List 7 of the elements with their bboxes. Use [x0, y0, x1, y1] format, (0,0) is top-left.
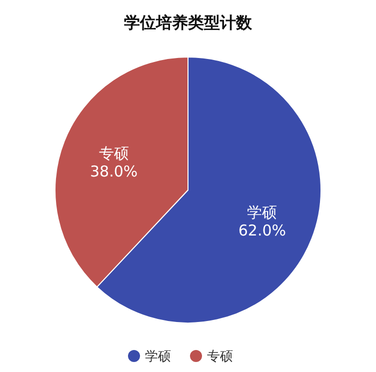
- slice-label: 学硕: [247, 203, 278, 222]
- chart-title: 学位培养类型计数: [124, 13, 253, 32]
- data-label: 38.0%: [90, 162, 138, 181]
- legend-label: 专硕: [207, 350, 233, 364]
- data-label: 62.0%: [238, 221, 286, 240]
- legend-label: 学硕: [145, 350, 171, 364]
- slice-label: 专硕: [98, 144, 129, 163]
